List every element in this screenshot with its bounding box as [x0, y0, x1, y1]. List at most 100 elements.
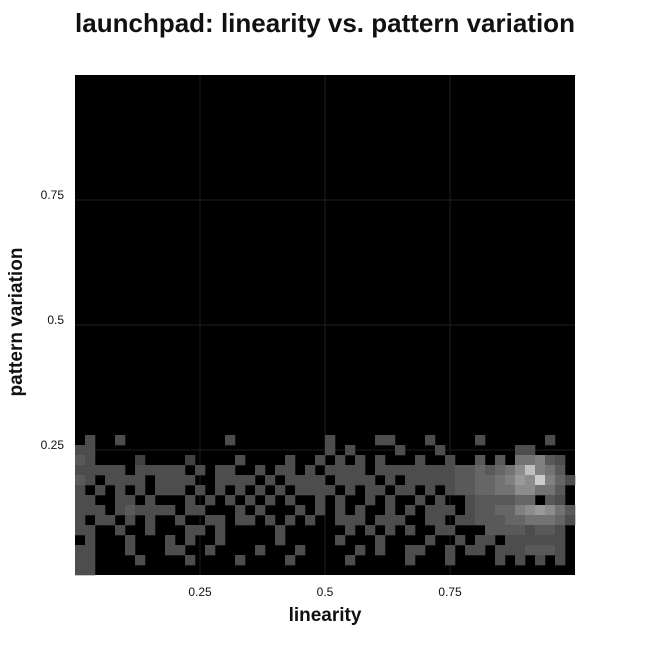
heatmap-cell: [75, 545, 86, 556]
heatmap-cell: [285, 455, 296, 466]
heatmap-cell: [345, 485, 356, 496]
heatmap-cell: [295, 475, 306, 486]
heatmap-cell: [355, 515, 366, 526]
heatmap-cell: [415, 455, 426, 466]
heatmap-cell: [535, 555, 546, 566]
heatmap-cell: [195, 465, 206, 476]
heatmap-cell: [175, 515, 186, 526]
heatmap-cell: [155, 505, 166, 516]
heatmap-cell: [135, 485, 146, 496]
heatmap-cell: [565, 515, 576, 526]
heatmap-cell: [335, 465, 346, 476]
heatmap-cell: [95, 515, 106, 526]
heatmap-cell: [535, 465, 546, 476]
heatmap-cell: [345, 525, 356, 536]
heatmap-cell: [205, 495, 216, 506]
heatmap-cell: [325, 435, 336, 446]
heatmap-cell: [125, 495, 136, 506]
heatmap-cell: [75, 555, 86, 566]
heatmap-cell: [345, 475, 356, 486]
heatmap-cell: [385, 505, 396, 516]
heatmap-cell: [175, 475, 186, 486]
heatmap-cell: [85, 555, 96, 566]
heatmap-cell: [445, 475, 456, 486]
heatmap-cell: [365, 475, 376, 486]
heatmap-cell: [435, 445, 446, 456]
heatmap-cell: [255, 505, 266, 516]
heatmap-cell: [85, 505, 96, 516]
heatmap-cell: [475, 435, 486, 446]
heatmap-cell: [375, 515, 386, 526]
heatmap-cell: [475, 475, 486, 486]
heatmap-cell: [215, 515, 226, 526]
heatmap-cell: [475, 515, 486, 526]
heatmap-cell: [275, 485, 286, 496]
heatmap-cell: [505, 505, 516, 516]
heatmap-cell: [525, 475, 536, 486]
heatmap-cell: [295, 545, 306, 556]
heatmap-cell: [385, 525, 396, 536]
heatmap-cell: [515, 485, 526, 496]
heatmap-cell: [135, 505, 146, 516]
heatmap-cell: [515, 475, 526, 486]
heatmap-cell: [185, 495, 196, 506]
heatmap-cell: [405, 505, 416, 516]
heatmap-cell: [115, 505, 126, 516]
heatmap-cell: [425, 475, 436, 486]
heatmap-cell: [115, 475, 126, 486]
heatmap-cell: [485, 485, 496, 496]
heatmap-cell: [485, 535, 496, 546]
heatmap-cell: [445, 465, 456, 476]
heatmap-cell: [225, 465, 236, 476]
heatmap-cell: [95, 505, 106, 516]
heatmap-cell: [485, 525, 496, 536]
heatmap-cell: [475, 505, 486, 516]
heatmap-cell: [335, 535, 346, 546]
heatmap-cell: [85, 565, 96, 576]
heatmap-cell: [425, 485, 436, 496]
heatmap-cell: [445, 555, 456, 566]
heatmap-cell: [545, 535, 556, 546]
heatmap-cell: [235, 555, 246, 566]
heatmap-cell: [175, 465, 186, 476]
heatmap-cell: [545, 475, 556, 486]
heatmap-cell: [425, 465, 436, 476]
heatmap-cell: [335, 515, 346, 526]
tick-labels: 0.25 0.5 0.75 0.25 0.5 0.75: [41, 188, 462, 599]
heatmap-cell: [295, 505, 306, 516]
heatmap-cell: [355, 455, 366, 466]
heatmap-cell: [475, 535, 486, 546]
heatmap-cell: [385, 435, 396, 446]
heatmap-cell: [405, 555, 416, 566]
heatmap-cell: [295, 485, 306, 496]
heatmap-cell: [435, 475, 446, 486]
heatmap-cell: [535, 535, 546, 546]
heatmap-cell: [345, 515, 356, 526]
heatmap-cell: [225, 495, 236, 506]
heatmap-cell: [335, 505, 346, 516]
heatmap-cell: [515, 535, 526, 546]
heatmap-cell: [455, 465, 466, 476]
heatmap-cell: [145, 495, 156, 506]
heatmap-cell: [75, 525, 86, 536]
heatmap-cell: [125, 505, 136, 516]
heatmap-cell: [75, 475, 86, 486]
heatmap-cell: [545, 485, 556, 496]
heatmap-cell: [85, 545, 96, 556]
heatmap-cell: [495, 505, 506, 516]
heatmap-cell: [535, 525, 546, 536]
heatmap-cell: [525, 455, 536, 466]
heatmap-cell: [165, 535, 176, 546]
x-axis-label: linearity: [289, 605, 362, 626]
heatmap-cell: [285, 475, 296, 486]
heatmap-cell: [185, 455, 196, 466]
heatmap-cell: [485, 475, 496, 486]
heatmap-cell: [405, 485, 416, 496]
heatmap-cell: [535, 475, 546, 486]
heatmap-cell: [465, 485, 476, 496]
heatmap-cell: [445, 485, 456, 496]
heatmap-cell: [515, 545, 526, 556]
heatmap-cell: [395, 445, 406, 456]
heatmap-cell: [485, 465, 496, 476]
heatmap-cell: [145, 465, 156, 476]
